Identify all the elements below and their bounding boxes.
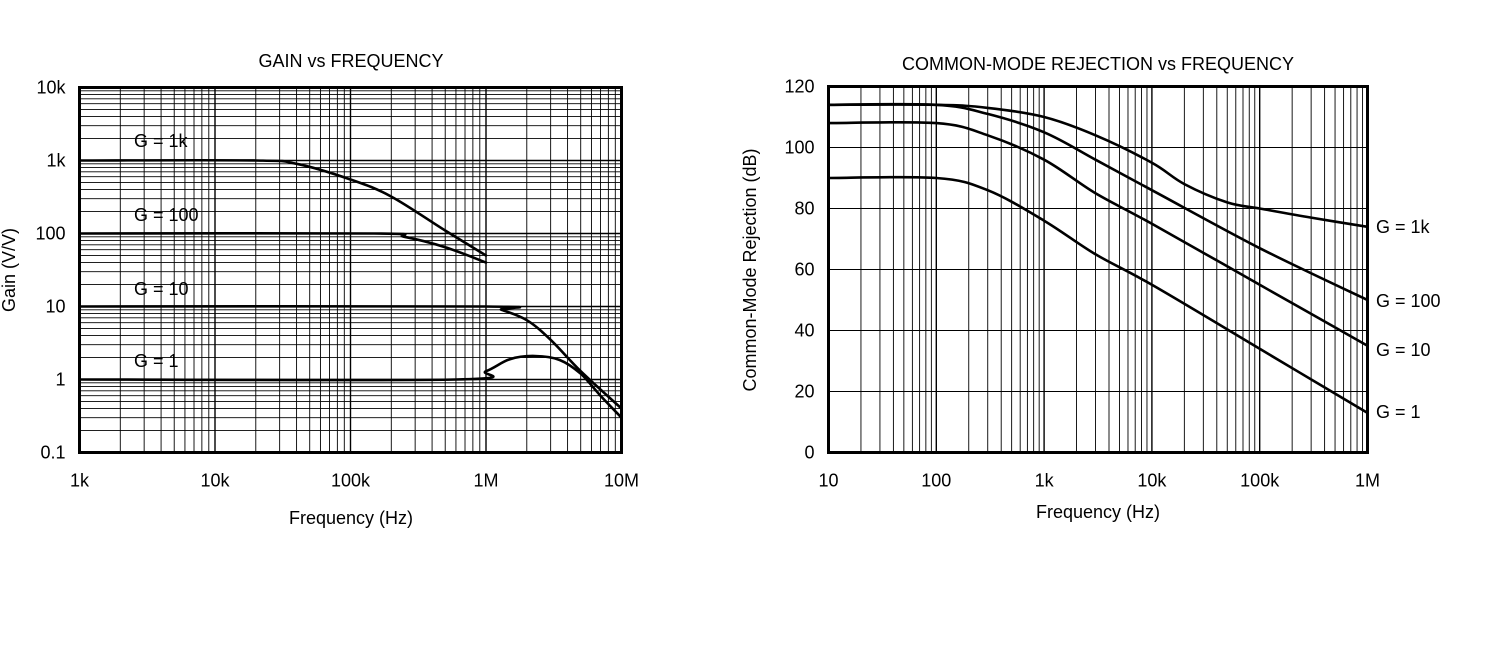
c1-x-tick-label: 10M	[604, 471, 639, 491]
chart2-plot-frame	[827, 85, 1369, 454]
c2-x-tick-label: 10k	[1137, 471, 1167, 491]
chart1-y-axis-label: Gain (V/V)	[0, 228, 19, 312]
c1-x-tick-label: 100k	[331, 471, 371, 491]
c2-series-g-100	[827, 102, 1369, 302]
chart1-x-axis-label: Frequency (Hz)	[289, 508, 413, 528]
c1-x-tick-label: 1k	[70, 471, 90, 491]
c1-y-tick-label: 10k	[36, 78, 66, 98]
chart1-y-tick-labels: 0.1 1 10 100 1k 10k	[35, 78, 66, 463]
c2-series-g-1k	[827, 103, 1369, 229]
c2-series-g-10	[827, 120, 1369, 348]
c2-series-label-g-10: G = 10	[1376, 340, 1431, 360]
c1-series-g-1k	[78, 158, 488, 257]
cmr-vs-frequency-chart: COMMON-MODE REJECTION vs FREQUENCY 10 100…	[740, 54, 1441, 522]
c1-y-tick-label: 10	[45, 297, 65, 317]
chart1-plot-frame	[78, 86, 623, 454]
c2-y-tick-label: 40	[794, 321, 814, 341]
chart2-series-labels: G = 1k G = 100 G = 10 G = 1	[1376, 217, 1441, 422]
c2-series-g-1	[827, 175, 1369, 415]
c2-y-tick-label: 0	[804, 443, 814, 463]
c1-y-tick-label: 0.1	[40, 443, 65, 463]
chart1-grid	[78, 87, 622, 454]
c1-series-label-g-10: G = 10	[134, 279, 189, 299]
chart2-curves	[827, 102, 1369, 415]
c1-series-label-g-1: G = 1	[134, 351, 179, 371]
chart2-x-axis-label: Frequency (Hz)	[1036, 502, 1160, 522]
chart1-title: GAIN vs FREQUENCY	[258, 51, 443, 71]
c2-x-tick-label: 1M	[1355, 471, 1380, 491]
chart2-y-axis-label: Common-Mode Rejection (dB)	[740, 148, 760, 391]
c2-y-tick-label: 100	[784, 138, 814, 158]
c2-x-tick-label: 10	[818, 471, 838, 491]
c2-y-tick-label: 120	[784, 77, 814, 97]
c1-y-tick-label: 100	[35, 224, 65, 244]
c2-x-tick-label: 100	[921, 471, 951, 491]
chart1-series-labels: G = 1k G = 100 G = 10 G = 1	[134, 131, 199, 371]
chart2-x-tick-labels: 10 100 1k 10k 100k 1M	[818, 471, 1380, 491]
chart2-y-tick-labels: 0 20 40 60 80 100 120	[784, 77, 814, 463]
c2-x-tick-label: 1k	[1035, 471, 1055, 491]
chart1-curves	[78, 158, 623, 419]
c2-series-label-g-1: G = 1	[1376, 402, 1421, 422]
c2-series-label-g-1k: G = 1k	[1376, 217, 1431, 237]
c2-x-tick-label: 100k	[1240, 471, 1280, 491]
c1-y-tick-label: 1	[55, 370, 65, 390]
c2-y-tick-label: 80	[794, 199, 814, 219]
c2-y-tick-label: 20	[794, 382, 814, 402]
gain-vs-frequency-chart: GAIN vs FREQUENCY 1k 10k 100k 1M 10M 0.1 1 10 1…	[0, 51, 639, 528]
c2-y-tick-label: 60	[794, 260, 814, 280]
c1-x-tick-label: 10k	[200, 471, 230, 491]
c1-series-g-10	[78, 304, 623, 410]
c1-y-tick-label: 1k	[46, 151, 66, 171]
c1-series-g-100	[78, 231, 488, 264]
chart2-grid	[827, 86, 1368, 453]
c1-series-label-g-100: G = 100	[134, 205, 199, 225]
c2-series-label-g-100: G = 100	[1376, 291, 1441, 311]
c1-series-label-g-1k: G = 1k	[134, 131, 189, 151]
c1-series-g-1	[78, 354, 623, 419]
chart1-x-tick-labels: 1k 10k 100k 1M 10M	[70, 471, 639, 491]
c1-x-tick-label: 1M	[473, 471, 498, 491]
chart2-title: COMMON-MODE REJECTION vs FREQUENCY	[902, 54, 1294, 74]
